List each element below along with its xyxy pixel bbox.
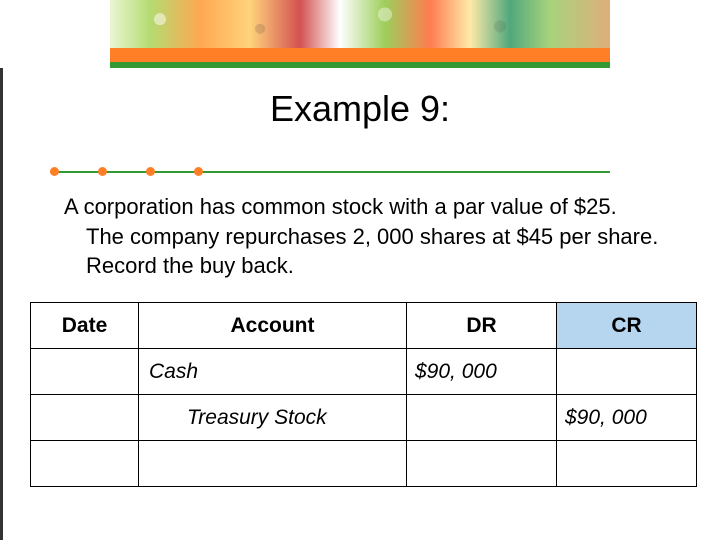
orange-accent-bar <box>110 48 610 62</box>
cell-cr <box>557 441 697 487</box>
journal-entry-table: Date Account DR CR Cash $90, 000 Treasur… <box>30 302 697 487</box>
cell-cr: $90, 000 <box>557 395 697 441</box>
cell-dr <box>407 441 557 487</box>
table-row <box>31 441 697 487</box>
cell-date <box>31 441 139 487</box>
slide-title: Example 9: <box>0 88 720 130</box>
header-cr: CR <box>557 303 697 349</box>
cell-cr <box>557 349 697 395</box>
header-account: Account <box>139 303 407 349</box>
table-row: Treasury Stock $90, 000 <box>31 395 697 441</box>
header-date: Date <box>31 303 139 349</box>
decorative-banner <box>110 0 610 48</box>
bullet-divider <box>50 164 610 180</box>
table-header-row: Date Account DR CR <box>31 303 697 349</box>
cell-account: Cash <box>139 349 407 395</box>
green-accent-bar <box>110 62 610 68</box>
cell-date <box>31 349 139 395</box>
table-row: Cash $90, 000 <box>31 349 697 395</box>
cell-account: Treasury Stock <box>139 395 407 441</box>
slide-left-edge <box>0 68 3 540</box>
cell-dr: $90, 000 <box>407 349 557 395</box>
body-paragraph: A corporation has common stock with a pa… <box>64 192 660 281</box>
cell-account <box>139 441 407 487</box>
cell-dr <box>407 395 557 441</box>
header-dr: DR <box>407 303 557 349</box>
cell-date <box>31 395 139 441</box>
